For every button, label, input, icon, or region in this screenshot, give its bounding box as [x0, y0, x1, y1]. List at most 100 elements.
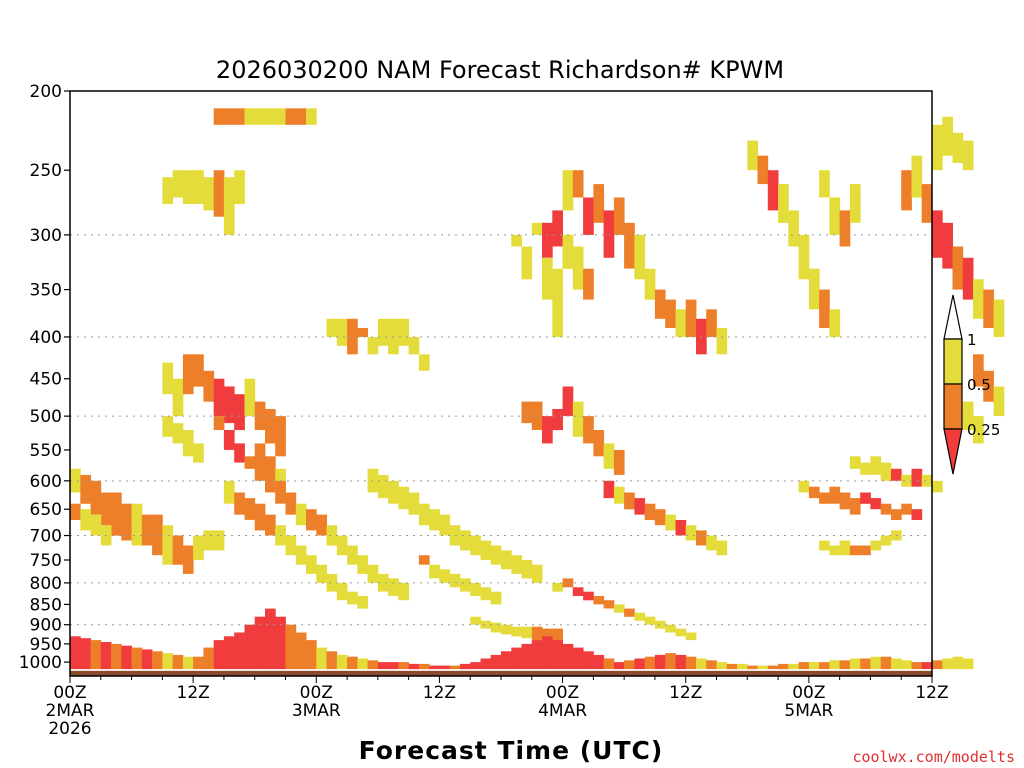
x-tick-label: 5MAR — [784, 701, 833, 721]
heatmap-cell — [716, 540, 728, 556]
heatmap-cell — [562, 643, 574, 670]
heatmap-cell — [870, 456, 882, 475]
heatmap-cell — [141, 649, 153, 670]
heatmap-cell — [675, 628, 687, 637]
heatmap-cell — [100, 492, 112, 526]
heatmap-cell — [501, 651, 512, 670]
heatmap-cell — [347, 656, 358, 670]
y-tick-label: 700 — [30, 527, 62, 547]
heatmap-cell — [70, 468, 81, 493]
heatmap-cell — [377, 573, 389, 592]
heatmap-cell — [162, 177, 174, 204]
heatmap-cell — [265, 608, 276, 670]
heatmap-cell — [265, 456, 276, 493]
heatmap-cell — [275, 480, 286, 504]
heatmap-cell — [942, 222, 953, 269]
heatmap-cell — [182, 656, 194, 670]
heatmap-cell — [808, 268, 820, 310]
heatmap-cell — [716, 662, 728, 670]
heatmap-cell — [675, 309, 687, 337]
heatmap-cell — [603, 480, 615, 499]
heatmap-cell — [398, 582, 410, 601]
heatmap-cell — [254, 503, 266, 531]
heatmap-cell — [788, 663, 799, 670]
heatmap-cell — [747, 140, 758, 171]
heatmap-cell — [542, 628, 553, 644]
heatmap-cell — [962, 257, 974, 300]
heatmap-cell — [439, 514, 451, 536]
heatmap-cell — [388, 480, 399, 504]
heatmap-cell — [193, 443, 204, 463]
heatmap-cell — [993, 299, 1005, 337]
heatmap-cell — [860, 492, 871, 504]
y-axis: 200 250 300 350 400 450 500 550 600 650 700 750 8008… — [19, 82, 70, 673]
heatmap-cell — [244, 108, 256, 125]
heatmap-cell — [644, 503, 656, 520]
heatmap-cell — [583, 416, 594, 444]
heatmap-cell — [213, 108, 225, 125]
heatmap-cell — [213, 416, 225, 430]
heatmap-cell — [603, 658, 615, 670]
heatmap-cell — [377, 662, 389, 670]
heatmap-cell — [911, 509, 923, 520]
heatmap-cell — [193, 354, 204, 387]
heatmap-cell — [572, 246, 584, 290]
heatmap-cell — [808, 662, 820, 670]
heatmap-cell — [932, 660, 943, 670]
heatmap-cell — [603, 210, 615, 258]
heatmap-cell — [798, 480, 810, 493]
heatmap-cell — [326, 573, 338, 592]
heatmap-cell — [706, 660, 717, 670]
heatmap-cell — [418, 663, 430, 670]
heatmap-cell — [254, 616, 266, 670]
heatmap-cell — [983, 289, 994, 328]
heatmap-cell — [542, 257, 553, 300]
heatmap-cell — [265, 108, 276, 125]
heatmap-cell — [234, 170, 245, 204]
x-tick-label: 12Z — [915, 683, 948, 703]
heatmap-cell — [480, 587, 492, 601]
heatmap-cell — [90, 640, 102, 670]
heatmap-cell — [439, 665, 451, 670]
heatmap-cell — [470, 582, 481, 596]
heatmap-cell — [870, 656, 882, 670]
heatmap-cell — [203, 370, 215, 402]
heatmap-cell — [152, 514, 163, 556]
heatmap-cell — [942, 116, 953, 156]
heatmap-cell — [962, 140, 974, 171]
heatmap-cell — [891, 468, 902, 481]
heatmap-cell — [480, 540, 492, 560]
heatmap-cell — [819, 540, 830, 551]
heatmap-cell — [275, 416, 286, 457]
heatmap-cell — [141, 514, 153, 546]
heatmap-cell — [90, 514, 102, 536]
heatmap-cell — [377, 318, 389, 346]
heatmap-cell — [767, 665, 779, 670]
heatmap-cell — [234, 108, 245, 125]
heatmap-cell — [295, 108, 307, 125]
heatmap-cell — [254, 108, 266, 125]
heatmap-cell — [275, 616, 286, 670]
heatmap-cell — [511, 647, 522, 670]
heatmap-cell — [408, 337, 420, 355]
credit-text[interactable]: coolwx.com/modelts — [852, 748, 1015, 766]
heatmap-cell — [162, 653, 174, 670]
heatmap-cell — [757, 155, 769, 185]
heatmap-cell — [634, 498, 646, 515]
heatmap-cell — [316, 514, 327, 536]
heatmap-cell — [347, 545, 358, 565]
x-tick-label: 2MAR — [46, 701, 95, 721]
heatmap-cell — [542, 636, 553, 670]
heatmap-cell — [213, 170, 225, 217]
heatmap-cell — [798, 234, 810, 280]
heatmap-cell — [962, 658, 974, 670]
heatmap-cell — [973, 279, 984, 319]
heatmap-cell — [521, 401, 533, 424]
heatmap-cell — [665, 514, 676, 531]
heatmap-cell — [336, 654, 348, 670]
heatmap-cell — [182, 545, 194, 574]
y-tick-label: 450 — [30, 370, 62, 390]
heatmap-cell — [111, 492, 122, 536]
heatmap-cell — [870, 540, 882, 551]
heatmap-cell — [131, 647, 143, 670]
